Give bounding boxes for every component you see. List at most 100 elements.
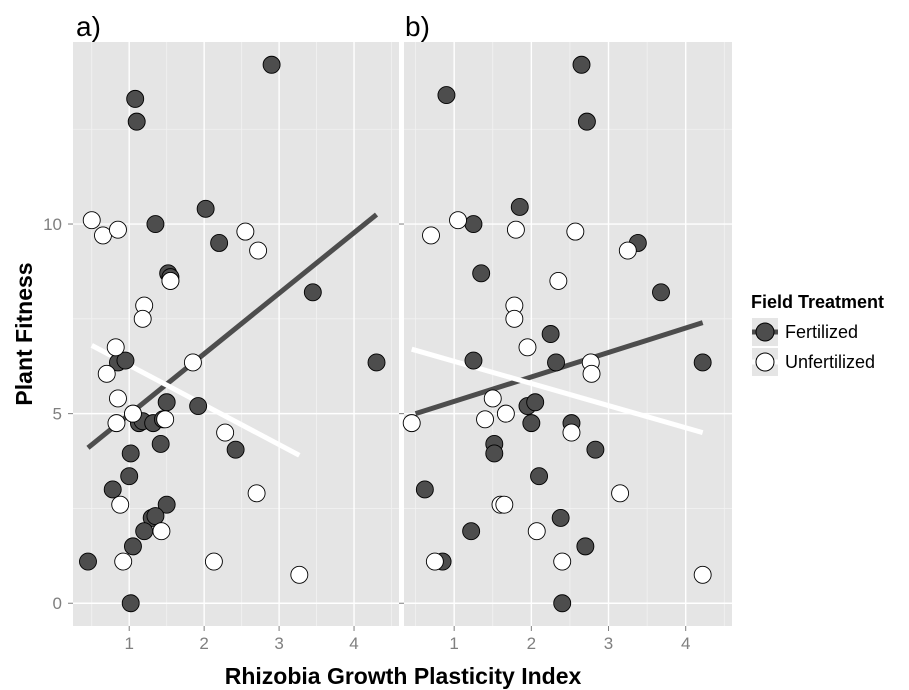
point-unfertilized <box>425 552 444 571</box>
point-fertilized <box>120 467 139 486</box>
point-fertilized <box>303 283 322 302</box>
panel-a-background <box>73 42 399 626</box>
point-unfertilized <box>236 222 255 241</box>
point-fertilized <box>210 234 229 252</box>
point-fertilized <box>437 86 456 105</box>
point-fertilized <box>577 112 596 131</box>
point-unfertilized <box>94 226 112 245</box>
point-fertilized <box>146 507 165 525</box>
x-tick-label: 1 <box>449 634 458 653</box>
point-unfertilized <box>422 226 440 245</box>
point-fertilized <box>576 537 595 556</box>
panel-a-x-ticks: 1 2 3 4 <box>68 223 359 653</box>
legend-title: Field Treatment <box>751 292 884 312</box>
point-fertilized <box>262 55 281 74</box>
panel-b-background <box>404 42 732 626</box>
y-axis-title: Plant Fitness <box>11 262 37 405</box>
point-unfertilized <box>106 338 125 357</box>
point-unfertilized <box>476 410 494 429</box>
point-fertilized <box>553 594 572 613</box>
point-fertilized <box>103 480 122 499</box>
point-fertilized <box>462 522 481 541</box>
panel-b: 1 2 3 4 b) <box>399 11 732 653</box>
legend-label-fertilized: Fertilized <box>785 322 858 342</box>
point-fertilized <box>157 495 176 514</box>
panel-b-grid <box>404 42 732 626</box>
point-fertilized <box>127 112 146 131</box>
point-fertilized <box>157 393 176 412</box>
point-fertilized <box>189 397 208 416</box>
point-unfertilized <box>549 271 568 290</box>
point-unfertilized <box>124 404 142 423</box>
point-fertilized <box>226 440 245 459</box>
point-fertilized <box>510 198 529 216</box>
point-unfertilized <box>183 353 202 372</box>
point-unfertilized <box>562 423 581 442</box>
panel-a: 1 2 3 4 a) <box>68 11 399 653</box>
fit-line-unfertilized <box>411 346 704 436</box>
point-fertilized <box>522 414 541 433</box>
x-axis-title: Rhizobia Growth Plasticity Index <box>225 663 582 689</box>
point-unfertilized <box>247 484 266 503</box>
point-fertilized <box>530 467 549 486</box>
point-fertilized <box>135 522 154 541</box>
point-unfertilized <box>496 404 515 423</box>
panel-a-tag: a) <box>76 11 101 42</box>
point-unfertilized <box>527 522 546 541</box>
point-unfertilized <box>82 211 101 230</box>
x-tick-label: 3 <box>604 634 613 653</box>
point-fertilized <box>485 444 504 463</box>
point-unfertilized <box>161 271 180 290</box>
point-fertilized <box>121 444 140 463</box>
point-unfertilized <box>506 220 525 239</box>
point-unfertilized <box>97 364 116 383</box>
point-unfertilized <box>483 389 502 408</box>
point-unfertilized <box>553 552 572 571</box>
legend-key-fertilized-marker <box>755 322 775 342</box>
point-fertilized <box>464 215 483 233</box>
legend-label-unfertilized: Unfertilized <box>785 352 875 372</box>
point-unfertilized <box>566 222 585 241</box>
point-unfertilized <box>107 414 126 433</box>
y-tick-label: 5 <box>53 405 62 424</box>
x-tick-label: 2 <box>199 634 208 653</box>
point-unfertilized <box>693 565 712 584</box>
point-unfertilized <box>402 414 421 433</box>
point-fertilized <box>415 480 434 499</box>
point-unfertilized <box>152 522 171 541</box>
point-unfertilized <box>495 495 514 514</box>
point-unfertilized <box>109 389 127 408</box>
point-unfertilized <box>111 495 130 514</box>
point-unfertilized <box>290 565 309 584</box>
x-tick-label: 3 <box>274 634 283 653</box>
point-fertilized <box>652 283 670 302</box>
y-axis-ticks: 0 5 10 <box>43 215 62 613</box>
point-fertilized <box>572 55 591 74</box>
point-fertilized <box>551 508 570 527</box>
point-fertilized <box>121 594 140 613</box>
point-unfertilized <box>449 211 467 230</box>
point-unfertilized <box>518 338 537 357</box>
y-tick-label: 10 <box>43 215 62 234</box>
point-fertilized <box>472 264 491 283</box>
point-unfertilized <box>582 364 601 383</box>
point-fertilized <box>124 537 142 556</box>
point-fertilized <box>526 393 545 412</box>
x-tick-label: 2 <box>527 634 536 653</box>
x-tick-label: 4 <box>349 634 358 653</box>
point-fertilized <box>693 353 712 372</box>
x-tick-label: 1 <box>124 634 133 653</box>
point-unfertilized <box>618 241 637 260</box>
point-fertilized <box>464 351 483 370</box>
panel-b-tag: b) <box>405 11 430 42</box>
point-unfertilized <box>505 309 524 328</box>
point-unfertilized <box>133 309 152 328</box>
point-unfertilized <box>156 410 175 429</box>
point-fertilized <box>586 440 605 459</box>
point-fertilized <box>541 325 560 343</box>
point-fertilized <box>196 199 215 218</box>
panel-b-x-ticks: 1 2 3 4 <box>399 223 690 653</box>
point-unfertilized <box>109 220 127 239</box>
point-unfertilized <box>249 241 268 260</box>
y-tick-label: 0 <box>53 594 62 613</box>
